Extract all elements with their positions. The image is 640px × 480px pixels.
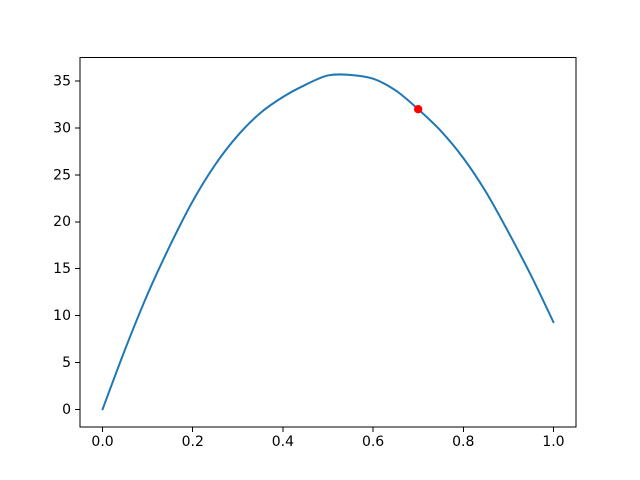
y-tick-label: 25 [53,167,71,183]
x-tick-label: 0.6 [362,434,384,450]
x-tick-label: 0.2 [182,434,204,450]
y-tick-label: 30 [53,120,71,136]
y-tick-label: 5 [62,355,71,371]
y-tick-label: 20 [53,214,71,230]
y-tick-label: 0 [62,402,71,418]
curve-line [101,73,555,411]
y-tick-label: 10 [53,308,71,324]
y-tick-label: 35 [53,74,71,90]
y-tick-label: 15 [53,261,71,277]
x-tick-label: 0.4 [272,434,294,450]
x-tick-label: 0.0 [91,434,113,450]
x-tick-label: 1.0 [542,434,564,450]
highlight-point-marker [413,104,423,114]
x-tick-label: 0.8 [452,434,474,450]
plot-border [79,57,577,428]
